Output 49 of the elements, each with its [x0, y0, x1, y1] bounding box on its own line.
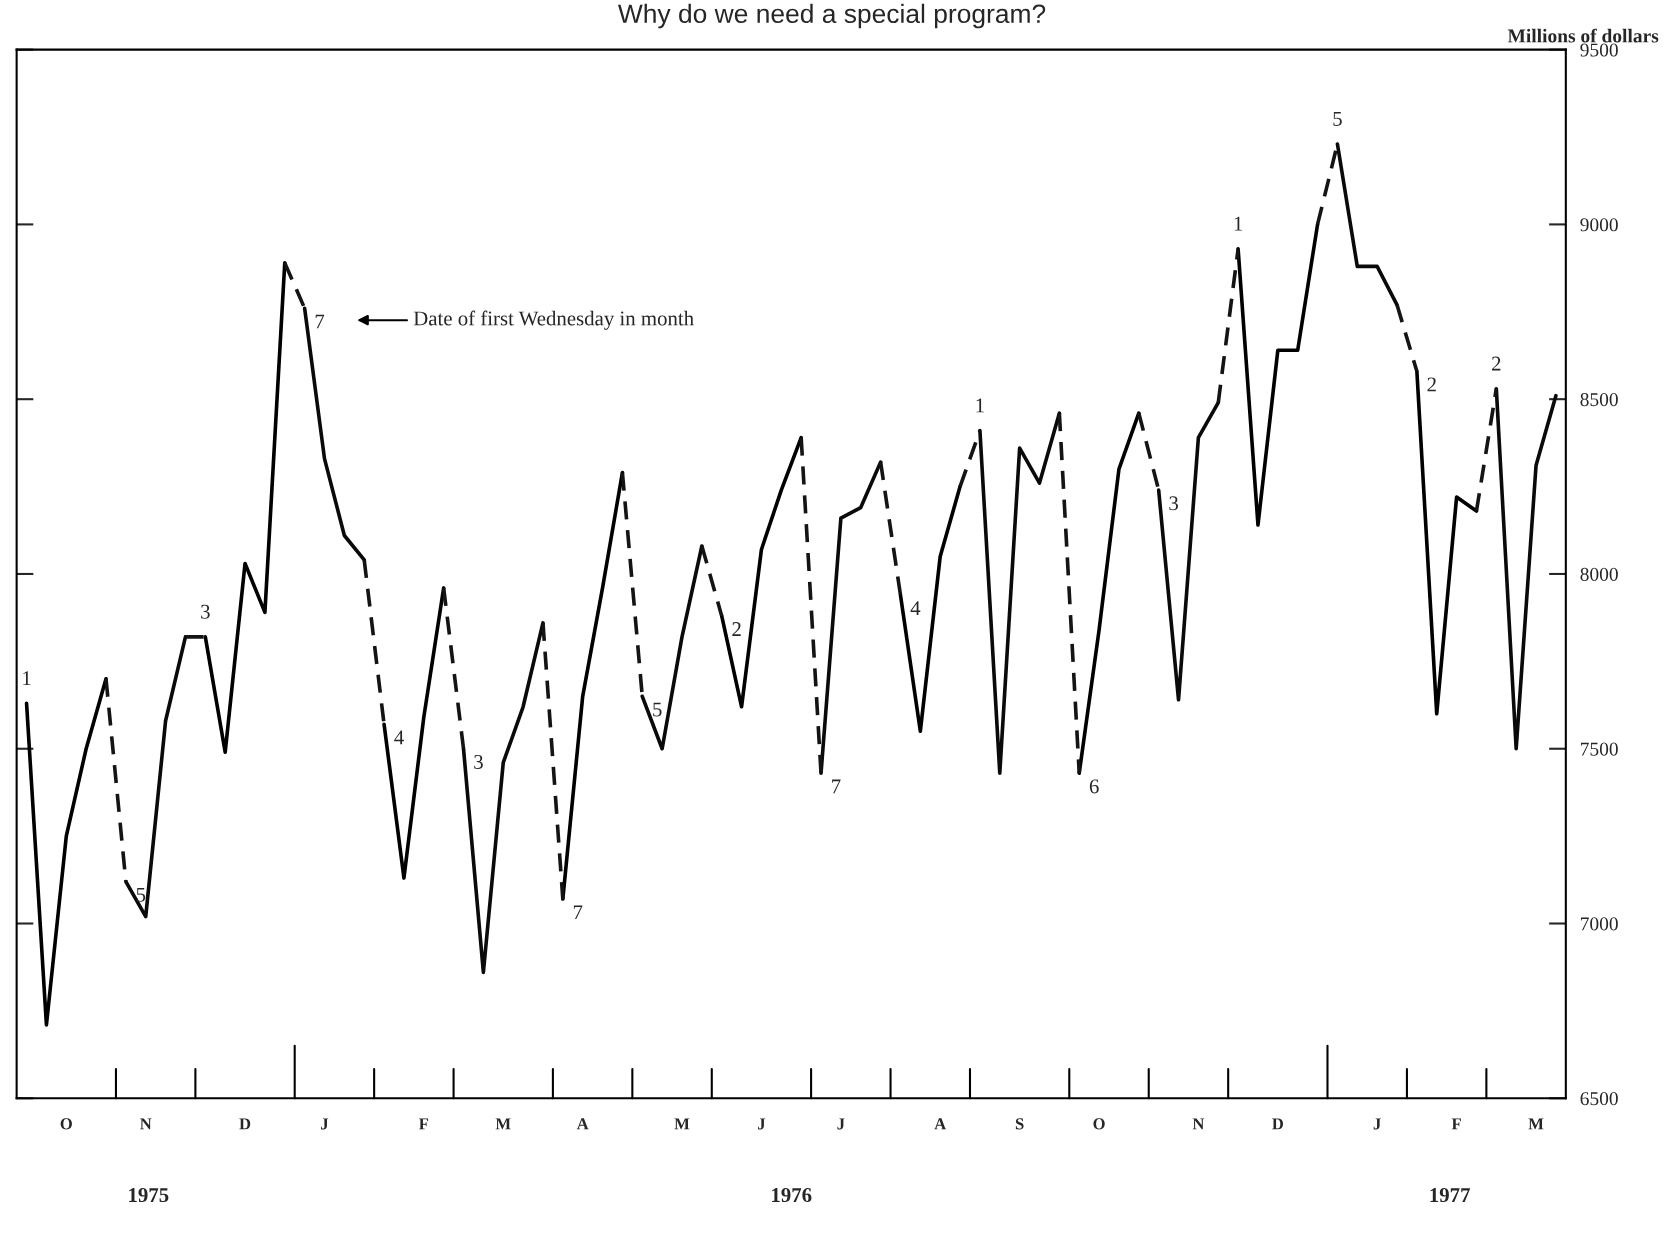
annotation: 3 [474, 754, 483, 769]
annotation: 1 [976, 398, 984, 413]
x-tick-label: N [1192, 1118, 1205, 1130]
x-tick-label: S [1015, 1118, 1024, 1130]
annotation: 5 [1333, 112, 1342, 126]
x-tick-label: J [837, 1118, 845, 1130]
x-tick-label: M [495, 1118, 511, 1130]
y-axis-title: Millions of dollars [1507, 28, 1659, 43]
text: 1975 [129, 1188, 169, 1203]
x-tick-label: N [140, 1118, 152, 1130]
text: 1977 [1430, 1188, 1470, 1203]
y-tick-label: 7500 [1580, 742, 1618, 756]
annotation: 1 [1234, 216, 1243, 231]
y-tick-label: 9000 [1580, 218, 1618, 232]
text: 1976 [772, 1188, 812, 1203]
annotation: 3 [1169, 496, 1178, 511]
annotation: 7 [573, 905, 583, 920]
annotation: 7 [832, 779, 841, 794]
annotation: 6 [1089, 779, 1099, 794]
annotation: 7 [315, 314, 325, 329]
y-tick-label: 7000 [1580, 917, 1618, 931]
x-tick-label: O [60, 1118, 72, 1130]
y-tick-label: 8500 [1580, 393, 1618, 407]
annotation: 2 [1427, 377, 1436, 392]
annotation: 5 [653, 702, 662, 717]
chart-title: Why do we need a special program? [617, 3, 1046, 29]
annotation: Date of first Wednesday in month [413, 310, 694, 330]
x-tick-label: F [1451, 1118, 1461, 1130]
x-tick-label: A [934, 1118, 947, 1130]
annotation: 2 [732, 622, 741, 636]
x-tick-label: O [1093, 1118, 1105, 1130]
x-tick-label: M [674, 1118, 690, 1130]
x-tick-label: D [239, 1118, 251, 1130]
annotation: 3 [201, 604, 210, 619]
x-tick-label: A [576, 1118, 589, 1130]
x-tick-label: F [418, 1118, 429, 1130]
y-tick-label: 6500 [1580, 1092, 1618, 1106]
annotation: 2 [1492, 356, 1501, 371]
x-tick-label: M [1528, 1118, 1544, 1130]
x-tick-label: J [758, 1118, 766, 1130]
y-tick-label: 8000 [1580, 567, 1618, 581]
annotation: 1 [23, 671, 31, 685]
x-tick-label: J [321, 1118, 329, 1130]
x-tick-label: J [1373, 1118, 1381, 1130]
x-tick-label: D [1272, 1118, 1284, 1130]
annotation: 4 [394, 730, 404, 745]
y-tick-label: 9500 [1580, 43, 1618, 57]
annotation: 4 [910, 601, 921, 615]
annotation: 5 [136, 887, 146, 902]
